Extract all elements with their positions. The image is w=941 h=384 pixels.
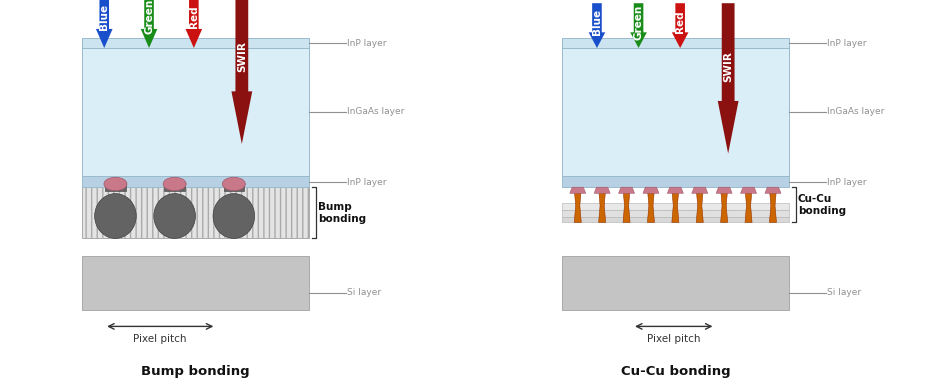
Text: InP layer: InP layer xyxy=(347,178,387,187)
Ellipse shape xyxy=(153,194,196,238)
FancyArrow shape xyxy=(630,3,646,48)
Polygon shape xyxy=(692,187,708,193)
Text: Si layer: Si layer xyxy=(347,288,381,297)
Text: InP layer: InP layer xyxy=(827,178,867,187)
Text: Pixel pitch: Pixel pitch xyxy=(647,334,700,344)
FancyArrow shape xyxy=(589,3,605,48)
Polygon shape xyxy=(745,189,752,222)
FancyBboxPatch shape xyxy=(562,203,789,210)
Ellipse shape xyxy=(222,177,246,191)
FancyArrow shape xyxy=(672,3,689,48)
Polygon shape xyxy=(618,187,634,193)
FancyArrow shape xyxy=(718,3,739,154)
FancyBboxPatch shape xyxy=(562,176,789,187)
Text: Cu-Cu
bonding: Cu-Cu bonding xyxy=(798,194,846,215)
FancyBboxPatch shape xyxy=(562,48,789,176)
Ellipse shape xyxy=(163,177,186,191)
Ellipse shape xyxy=(95,194,136,238)
Ellipse shape xyxy=(213,194,255,238)
FancyArrow shape xyxy=(231,0,252,144)
Polygon shape xyxy=(696,189,703,222)
Polygon shape xyxy=(721,189,727,222)
Polygon shape xyxy=(623,189,630,222)
Polygon shape xyxy=(643,187,659,193)
Polygon shape xyxy=(672,189,678,222)
FancyArrow shape xyxy=(185,0,202,48)
Text: Pixel pitch: Pixel pitch xyxy=(134,334,187,344)
Text: InGaAs layer: InGaAs layer xyxy=(827,108,885,116)
Text: SWIR: SWIR xyxy=(237,41,247,72)
FancyBboxPatch shape xyxy=(562,256,789,310)
FancyBboxPatch shape xyxy=(165,182,184,191)
FancyArrow shape xyxy=(141,0,157,48)
Text: Blue: Blue xyxy=(592,9,602,35)
Polygon shape xyxy=(770,189,776,222)
FancyBboxPatch shape xyxy=(82,256,309,310)
FancyBboxPatch shape xyxy=(82,176,309,187)
Text: Cu-Cu bonding: Cu-Cu bonding xyxy=(620,365,730,378)
FancyBboxPatch shape xyxy=(82,187,309,238)
Polygon shape xyxy=(667,187,683,193)
Text: SWIR: SWIR xyxy=(723,51,733,82)
Text: Si layer: Si layer xyxy=(827,288,861,297)
Text: Green: Green xyxy=(144,0,154,34)
FancyBboxPatch shape xyxy=(105,182,126,191)
Polygon shape xyxy=(598,189,606,222)
Polygon shape xyxy=(741,187,757,193)
Text: Bump bonding: Bump bonding xyxy=(141,365,249,378)
Polygon shape xyxy=(574,189,582,222)
FancyBboxPatch shape xyxy=(562,217,789,222)
FancyArrow shape xyxy=(96,0,113,48)
FancyBboxPatch shape xyxy=(562,38,789,48)
FancyBboxPatch shape xyxy=(82,48,309,176)
Text: Red: Red xyxy=(675,11,685,33)
Text: Red: Red xyxy=(189,5,199,28)
Polygon shape xyxy=(569,187,585,193)
Text: Blue: Blue xyxy=(99,3,109,30)
Text: InP layer: InP layer xyxy=(347,39,387,48)
FancyBboxPatch shape xyxy=(562,210,789,217)
Polygon shape xyxy=(765,187,781,193)
Text: Bump
bonding: Bump bonding xyxy=(318,202,366,223)
Polygon shape xyxy=(647,189,655,222)
Text: InGaAs layer: InGaAs layer xyxy=(347,108,405,116)
Polygon shape xyxy=(594,187,610,193)
Ellipse shape xyxy=(104,177,127,191)
Text: Green: Green xyxy=(633,4,644,40)
Text: InP layer: InP layer xyxy=(827,39,867,48)
FancyBboxPatch shape xyxy=(82,38,309,48)
FancyBboxPatch shape xyxy=(224,182,244,191)
Polygon shape xyxy=(716,187,732,193)
